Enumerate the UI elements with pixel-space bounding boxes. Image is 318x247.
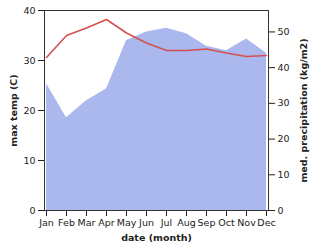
svg-text:10: 10	[278, 169, 290, 180]
svg-text:0: 0	[278, 205, 284, 216]
svg-text:Jul: Jul	[160, 217, 172, 228]
svg-text:0: 0	[29, 205, 35, 216]
svg-text:Oct: Oct	[218, 217, 235, 228]
svg-text:Feb: Feb	[58, 217, 75, 228]
svg-text:20: 20	[23, 105, 35, 116]
svg-text:20: 20	[278, 133, 290, 144]
svg-text:max temp (C): max temp (C)	[8, 74, 19, 146]
svg-text:30: 30	[23, 55, 35, 66]
svg-text:Nov: Nov	[237, 217, 256, 228]
svg-text:10: 10	[23, 155, 35, 166]
svg-text:40: 40	[278, 62, 290, 73]
svg-text:40: 40	[23, 5, 35, 16]
svg-text:30: 30	[278, 97, 290, 108]
svg-text:50: 50	[278, 26, 290, 37]
svg-text:Jun: Jun	[138, 217, 154, 228]
svg-text:Apr: Apr	[98, 217, 115, 228]
svg-text:med. precipitation (kg/m2): med. precipitation (kg/m2)	[298, 38, 309, 182]
svg-text:Aug: Aug	[177, 217, 196, 228]
svg-text:May: May	[117, 217, 137, 228]
svg-text:Sep: Sep	[198, 217, 216, 228]
svg-text:Mar: Mar	[78, 217, 96, 228]
svg-text:Jan: Jan	[38, 217, 54, 228]
svg-text:date (month): date (month)	[121, 232, 192, 243]
svg-text:Dec: Dec	[257, 217, 275, 228]
